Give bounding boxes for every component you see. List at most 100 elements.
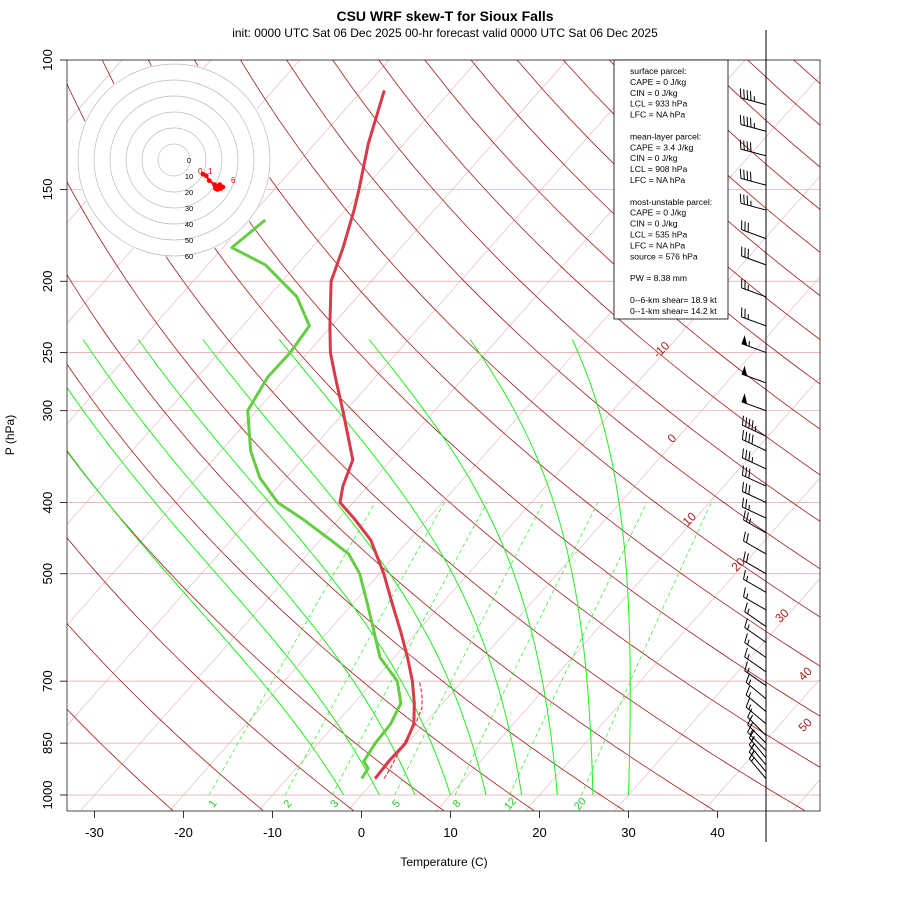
- wind-barb-staff: [747, 716, 767, 736]
- x-tick-label: 10: [443, 825, 457, 840]
- x-axis: -30 -20 -10 0 10 20 30 40: [85, 811, 725, 840]
- wind-barb-full: [748, 729, 755, 739]
- dry-adiabat-line: [378, 60, 820, 476]
- info-box-line: LCL = 908 hPa: [630, 164, 687, 174]
- y-tick-label: 500: [40, 563, 55, 585]
- wind-barb-full: [739, 193, 742, 204]
- wind-barb-staff: [744, 642, 767, 658]
- mixing-ratio-line: [331, 502, 488, 796]
- y-tick-label: 400: [40, 492, 55, 514]
- wind-barb: [744, 647, 767, 673]
- wind-barb: [744, 633, 767, 658]
- mixing-ratio-label: 12: [502, 795, 519, 812]
- isotherm-label: 30: [772, 606, 792, 626]
- info-box-line: surface parcel:: [630, 66, 686, 76]
- wind-barb-staff: [742, 474, 767, 487]
- mixing-ratio-line: [284, 502, 445, 796]
- wind-barb-staff: [745, 681, 767, 700]
- y-tick-label: 100: [40, 49, 55, 71]
- isotherm-label: 50: [795, 715, 815, 735]
- wind-barb-flag: [741, 335, 748, 346]
- wind-barb: [745, 673, 767, 700]
- info-box-line: CIN = 0 J/kg: [630, 88, 678, 98]
- hodograph-ring-label: 40: [185, 220, 193, 229]
- wind-barb-staff: [740, 148, 767, 157]
- wind-barb-half: [749, 729, 754, 735]
- wind-barb-full: [751, 434, 754, 445]
- wind-barb-full: [743, 510, 746, 521]
- wind-barb-half: [747, 639, 750, 645]
- wind-barb-full: [739, 114, 742, 125]
- y-tick-label: 200: [40, 270, 55, 292]
- dry-adiabat-line: [67, 622, 264, 811]
- wind-barb-full: [743, 169, 745, 180]
- y-axis-title: P (hPa): [3, 415, 17, 455]
- dry-adiabat-line: [67, 274, 625, 811]
- wind-barb-half: [746, 575, 749, 582]
- info-box-line: CAPE = 3.4 J/kg: [630, 142, 694, 152]
- wind-barb-full: [743, 551, 746, 561]
- wind-barb-half: [747, 624, 750, 630]
- wind-barb: [739, 168, 767, 186]
- info-box-line: 0--1-km shear= 14.2 kt: [630, 306, 717, 316]
- wind-barb-full: [743, 140, 745, 151]
- isotherm-line: [67, 60, 568, 626]
- wind-barb-staff: [741, 401, 767, 412]
- wind-barb-full: [748, 468, 751, 479]
- x-tick-label: 30: [621, 825, 635, 840]
- dry-adiabat-line: [67, 708, 174, 811]
- wind-barb-staff: [747, 731, 767, 751]
- mixing-ratio-line: [208, 502, 376, 796]
- parcel-path-line: [383, 680, 423, 779]
- x-tick-label: -30: [85, 825, 104, 840]
- dry-adiabat-line: [194, 60, 820, 667]
- wind-barb-half: [748, 704, 752, 710]
- info-box-line: CIN = 0 J/kg: [630, 219, 678, 229]
- x-tick-label: -10: [263, 825, 282, 840]
- chart-title: CSU WRF skew-T for Sioux Falls: [336, 8, 553, 24]
- hodograph-ring-label: 20: [185, 188, 193, 197]
- hodograph-point: [206, 178, 212, 184]
- wind-barb-staff: [743, 560, 767, 575]
- moist-adiabat-line: [82, 339, 416, 796]
- wind-barb-full: [739, 88, 742, 98]
- wind-barb-full: [744, 647, 748, 658]
- wind-barb: [739, 114, 767, 132]
- wind-barb-full: [744, 661, 748, 671]
- wind-barb-full: [745, 673, 751, 683]
- hodograph-ring: [141, 127, 207, 193]
- wind-barb-staff: [741, 343, 767, 353]
- wind-barb: [739, 88, 767, 106]
- background-grid: [67, 60, 820, 811]
- wind-barb-staff: [744, 670, 767, 687]
- mixing-ratio-line: [454, 502, 599, 796]
- dry-adiabat-line: [286, 60, 820, 570]
- info-box-line: mean-layer parcel:: [630, 131, 701, 141]
- info-box-frame: [613, 59, 729, 320]
- mixing-ratio-label: 20: [572, 795, 589, 812]
- wind-barb-staff: [744, 611, 767, 627]
- wind-barb-staff: [742, 491, 767, 503]
- wind-barb-full: [747, 723, 753, 733]
- sounding-curves: 1 2 3 5 8 12 20: [207, 89, 589, 812]
- wind-barb: [743, 569, 767, 593]
- isotherm-line: [67, 60, 390, 425]
- moist-adiabat-line: [368, 339, 558, 796]
- wind-barb-half: [748, 692, 752, 698]
- hodograph-ring: [109, 95, 239, 225]
- wind-barb-full: [748, 451, 751, 461]
- wind-barb-full: [744, 633, 748, 643]
- mixing-ratio-label: 1: [207, 798, 220, 810]
- dry-adiabat-line: [470, 60, 820, 385]
- wind-barb: [741, 246, 767, 266]
- isotherm-label: -10: [650, 338, 672, 360]
- wind-barb-full: [744, 602, 748, 612]
- dry-adiabat-line: [67, 363, 535, 811]
- wind-barb-full: [746, 141, 749, 151]
- wind-barb-full: [745, 499, 748, 509]
- wind-barb-half: [748, 679, 752, 685]
- wind-barb-full: [747, 708, 753, 718]
- y-axis: 100 150 200 250 300 400 500 700 850 1000: [40, 49, 67, 809]
- info-box-line: most-unstable parcel:: [630, 197, 712, 207]
